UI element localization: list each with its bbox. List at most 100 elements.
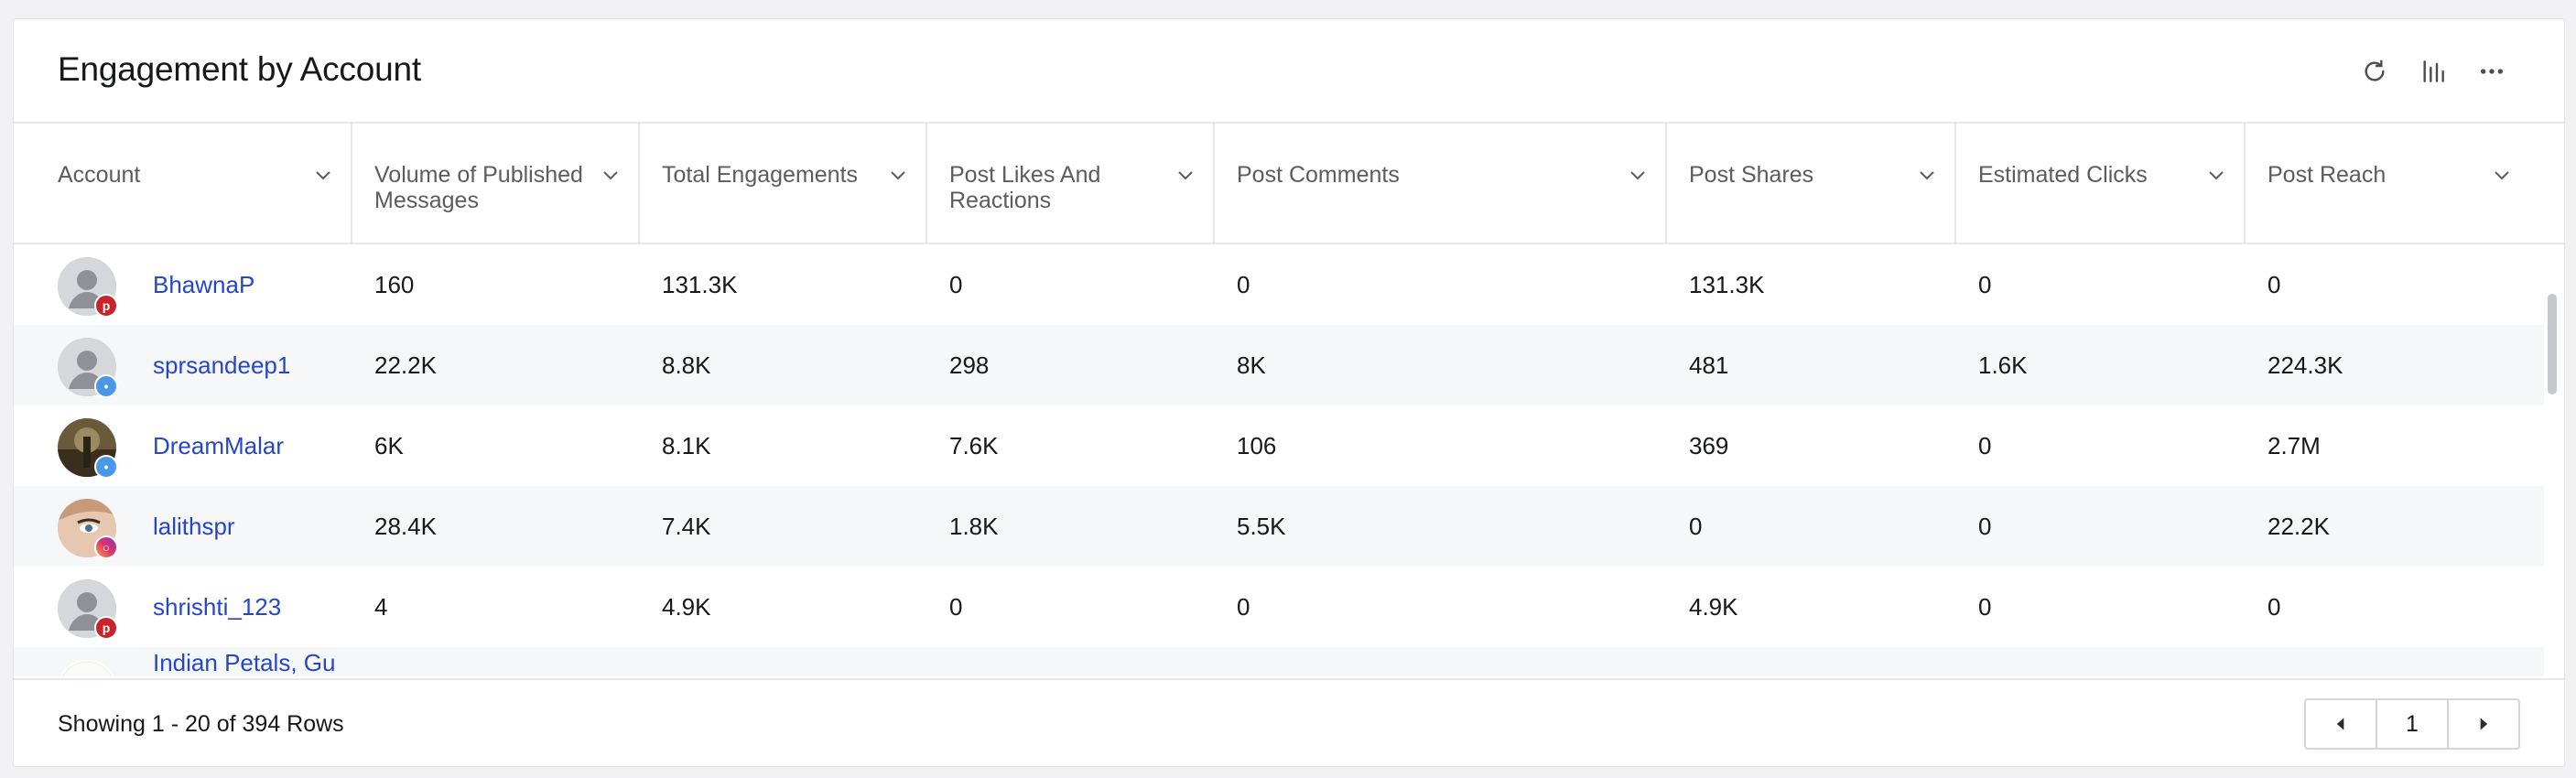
avatar (58, 338, 116, 396)
table-cell: 7.4K (662, 513, 711, 540)
table-cell: 481 (1689, 351, 1729, 379)
table-cell: 0 (2268, 271, 2281, 298)
column-label: Post Reach (2268, 162, 2387, 188)
table-row[interactable]: ○ lalithspr 28.4K 7.4K 1.8K 5.5K 0 0 22.2K (14, 486, 2544, 567)
table-cell: 4.9K (662, 593, 711, 621)
table-cell: 131.3K (662, 271, 738, 298)
column-label: Estimated Clicks (1978, 162, 2148, 188)
table-cell: 1.8K (949, 513, 999, 540)
account-link[interactable]: DreamMalar (153, 432, 285, 459)
table-cell: 1.6K (1978, 351, 2028, 379)
table-cell: 0 (1956, 647, 2246, 676)
table-cell: 113 (1215, 647, 1667, 676)
table-cell: 298 (949, 351, 990, 379)
table-footer: Showing 1 - 20 of 394 Rows 1 (14, 678, 2564, 766)
chevron-down-icon[interactable] (1916, 164, 1938, 186)
caret-right-icon (2480, 718, 2488, 730)
column-label: Post Shares (1689, 162, 1814, 188)
chart-view-icon[interactable] (2418, 56, 2449, 87)
column-header-total-engagements[interactable]: Total Engagements (640, 124, 927, 243)
table-cell: 205 (1667, 647, 1956, 676)
account-cell: ○ lalithspr (14, 486, 352, 567)
table-cell: 0 (1978, 513, 1992, 540)
engagement-widget: Engagement by Account Account (13, 18, 2565, 767)
chevron-down-icon[interactable] (2205, 164, 2227, 186)
column-header-post-shares[interactable]: Post Shares (1667, 124, 1956, 243)
table-cell: 160 (374, 271, 415, 298)
table-cell: 28.4K (374, 513, 437, 540)
column-label: Account (58, 162, 141, 188)
table-row[interactable]: p BhawnaP 160 131.3K 0 0 131.3K 0 0 (14, 244, 2544, 325)
table-cell: 0 (1237, 593, 1250, 621)
table-cell: 837 (352, 647, 640, 676)
account-cell: Indian Petals, Gu (14, 647, 352, 676)
table-row[interactable]: • DreamMalar 6K 8.1K 7.6K 106 369 0 2.7M (14, 405, 2544, 486)
table-cell: 6K (374, 432, 404, 459)
column-label: Total Engagements (662, 162, 859, 188)
vertical-scrollbar[interactable] (2548, 294, 2557, 394)
table-cell: 8.8K (662, 351, 711, 379)
chevron-down-icon[interactable] (1174, 164, 1196, 186)
account-link[interactable]: Indian Petals, Gu (153, 649, 336, 676)
account-link[interactable]: shrishti_123 (153, 593, 282, 621)
column-header-estimated-clicks[interactable]: Estimated Clicks (1956, 124, 2246, 243)
table-cell: 0 (2268, 593, 2281, 621)
table-cell: 224.3K (2268, 351, 2343, 379)
current-page[interactable]: 1 (2376, 700, 2447, 748)
chevron-down-icon[interactable] (600, 164, 622, 186)
column-header-post-comments[interactable]: Post Comments (1215, 124, 1667, 243)
table-row[interactable]: Indian Petals, Gu 8374.7K4.4K11320503M (14, 647, 2544, 676)
refresh-icon[interactable] (2359, 56, 2390, 87)
widget-title: Engagement by Account (58, 50, 421, 88)
account-cell: • sprsandeep1 (14, 325, 352, 405)
chevron-down-icon[interactable] (887, 164, 909, 186)
chevron-down-icon[interactable] (312, 164, 334, 186)
table-cell: 0 (1978, 432, 1992, 459)
pinterest-icon: p (94, 294, 118, 318)
twitter-icon: • (94, 374, 118, 398)
table-cell: 7.6K (949, 432, 999, 459)
column-label: Post Likes And Reactions (949, 162, 1101, 213)
table-cell: 4.9K (1689, 593, 1738, 621)
table-cell: 22.2K (2268, 513, 2330, 540)
table-cell: 2.7M (2268, 432, 2321, 459)
table-row[interactable]: • sprsandeep1 22.2K 8.8K 298 8K 481 1.6K 224.3K (14, 325, 2544, 405)
table-cell: 131.3K (1689, 271, 1765, 298)
account-cell: • DreamMalar (14, 405, 352, 486)
table-cell: 0 (1237, 271, 1250, 298)
table-cell: 3M (2246, 647, 2529, 676)
column-label: Volume of Published Messages (374, 162, 583, 213)
table-cell: 0 (1689, 513, 1703, 540)
chevron-down-icon[interactable] (1627, 164, 1649, 186)
column-label: Post Comments (1237, 162, 1400, 188)
chevron-down-icon[interactable] (2491, 164, 2513, 186)
account-link[interactable]: sprsandeep1 (153, 351, 291, 379)
column-header-post-reach[interactable]: Post Reach (2246, 124, 2529, 243)
avatar (58, 257, 116, 316)
table-cell: 0 (949, 593, 963, 621)
instagram-icon: ○ (94, 535, 118, 559)
account-link[interactable]: BhawnaP (153, 271, 255, 298)
table-row[interactable]: p shrishti_123 4 4.9K 0 0 4.9K 0 0 (14, 567, 2544, 647)
previous-page-button[interactable] (2306, 700, 2376, 748)
avatar (58, 660, 116, 676)
pagination: 1 (2304, 698, 2520, 750)
table-cell: 4.7K (640, 647, 927, 676)
account-cell: p shrishti_123 (14, 567, 352, 647)
table-cell: 0 (949, 271, 963, 298)
account-cell: p BhawnaP (14, 244, 352, 325)
table-cell: 4.4K (927, 647, 1215, 676)
more-options-icon[interactable] (2476, 56, 2507, 87)
next-page-button[interactable] (2447, 700, 2518, 748)
caret-left-icon (2336, 718, 2344, 730)
widget-actions (2359, 56, 2507, 87)
row-count-summary: Showing 1 - 20 of 394 Rows (58, 711, 344, 737)
account-link[interactable]: lalithspr (153, 513, 235, 540)
table-cell: 8.1K (662, 432, 711, 459)
column-header-volume[interactable]: Volume of Published Messages (352, 124, 640, 243)
column-header-post-likes[interactable]: Post Likes And Reactions (927, 124, 1215, 243)
table-cell: 0 (1978, 271, 1992, 298)
column-header-account[interactable]: Account (14, 124, 352, 243)
pinterest-icon: p (94, 616, 118, 640)
table-body[interactable]: p BhawnaP 160 131.3K 0 0 131.3K 0 0 • sprsandeep1 2… (14, 244, 2544, 676)
